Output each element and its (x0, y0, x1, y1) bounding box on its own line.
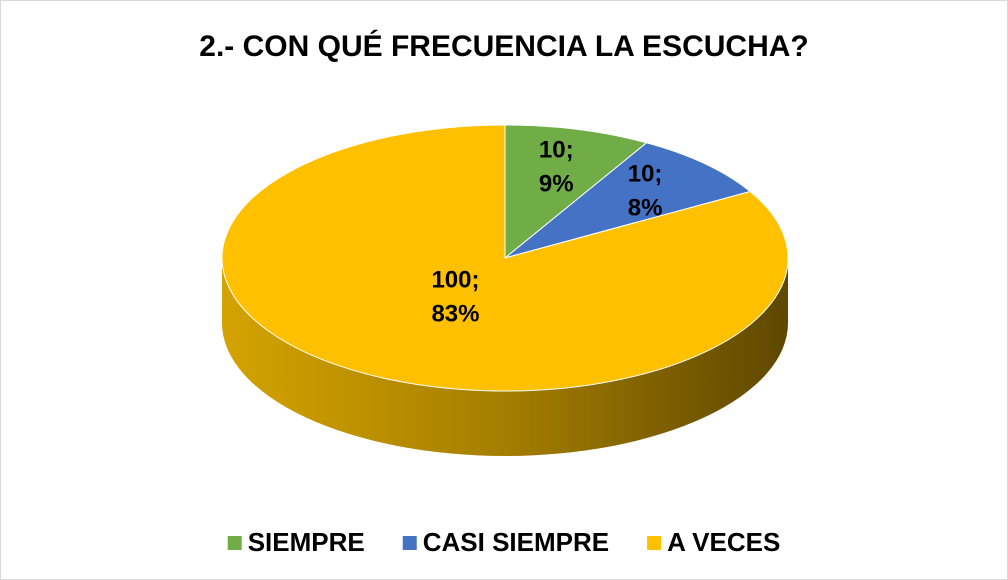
data-label: 10; (628, 161, 663, 188)
chart-title: 2.- CON QUÉ FRECUENCIA LA ESCUCHA? (199, 29, 808, 63)
legend-label: CASI SIEMPRE (423, 527, 609, 557)
data-label: 83% (431, 301, 479, 328)
data-label: 8% (628, 195, 663, 222)
pie-slice (504, 142, 752, 259)
legend-swatch (402, 536, 417, 550)
legend-label: A VECES (667, 527, 780, 557)
legend-swatch (227, 536, 242, 550)
pie-slice (504, 124, 648, 260)
data-label: 100; (431, 267, 479, 294)
data-label: 9% (539, 170, 574, 197)
legend-swatch (647, 536, 662, 550)
data-label: 10; (539, 136, 574, 163)
pie-side (222, 258, 788, 456)
legend-label: SIEMPRE (248, 527, 365, 557)
pie-slice (221, 124, 789, 392)
